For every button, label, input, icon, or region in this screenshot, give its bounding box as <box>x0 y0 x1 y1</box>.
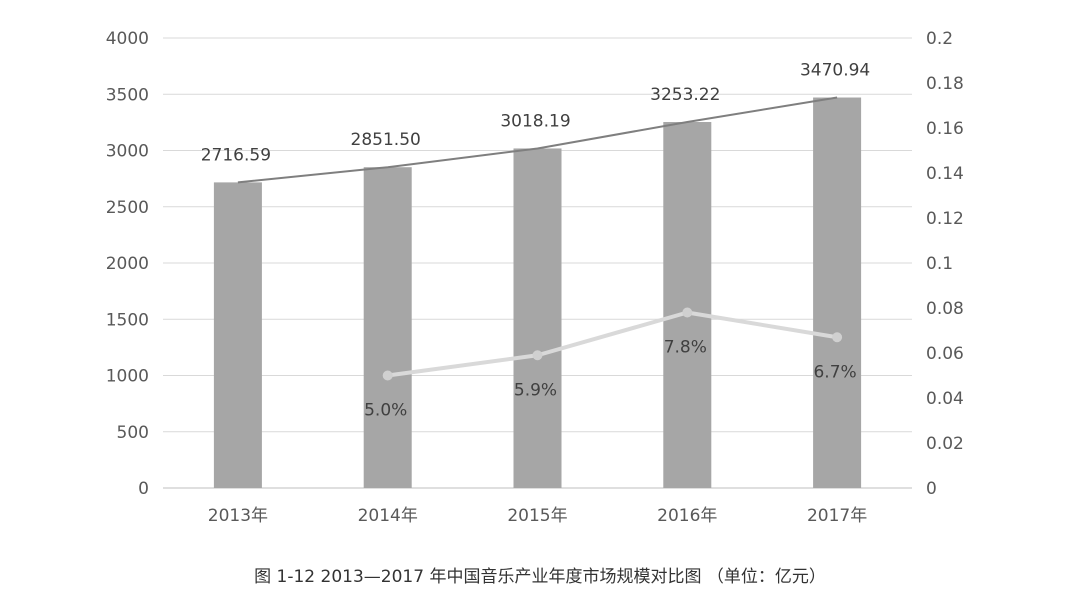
right-tick-label: 0 <box>926 479 937 499</box>
growth-point <box>532 350 543 361</box>
trend-line <box>237 96 838 184</box>
trend-line-series <box>237 96 838 184</box>
right-tick-label: 0.04 <box>926 389 964 409</box>
bar-series <box>213 97 862 489</box>
right-tick-label: 0.12 <box>926 209 964 229</box>
figure-caption: 图 1-12 2013—2017 年中国音乐产业年度市场规模对比图 （单位：亿元… <box>254 567 826 587</box>
growth-point <box>682 307 693 318</box>
bar <box>813 97 862 488</box>
x-tick-label: 2013年 <box>208 506 268 526</box>
bar <box>663 122 712 488</box>
x-tick-label: 2015年 <box>507 506 567 526</box>
left-tick-label: 3500 <box>106 85 149 105</box>
growth-rate-label: 5.9% <box>514 380 557 400</box>
bar <box>513 148 562 489</box>
bar-value-label: 3470.94 <box>800 61 870 81</box>
left-axis: 0 500 1000 1500 2000 2500 3000 3500 4000 <box>106 29 149 499</box>
left-tick-label: 2000 <box>106 254 149 274</box>
right-tick-label: 0.02 <box>926 434 964 454</box>
growth-point <box>832 332 843 343</box>
bar-value-label: 2716.59 <box>201 145 271 165</box>
right-tick-label: 0.18 <box>926 74 964 94</box>
left-tick-label: 500 <box>117 423 149 443</box>
x-axis: 2013年 2014年 2015年 2016年 2017年 <box>208 506 867 526</box>
right-tick-label: 0.2 <box>926 29 953 49</box>
right-axis: 0 0.02 0.04 0.06 0.08 0.1 0.12 0.14 0.16 0.18 0.2 <box>926 29 964 499</box>
growth-rate-label: 6.7% <box>813 362 856 382</box>
left-tick-label: 4000 <box>106 29 149 49</box>
right-tick-label: 0.16 <box>926 119 964 139</box>
right-tick-label: 0.1 <box>926 254 953 274</box>
data-labels: 2716.59 2851.50 3018.19 3253.22 3470.94 5.0% 5… <box>201 61 871 421</box>
left-tick-label: 2500 <box>106 198 149 218</box>
bar <box>213 182 262 489</box>
left-tick-label: 0 <box>138 479 149 499</box>
bar <box>363 167 412 489</box>
growth-rate-series <box>382 307 843 381</box>
growth-rate-label: 5.0% <box>364 401 407 421</box>
x-tick-label: 2016年 <box>657 506 717 526</box>
bar-value-label: 3018.19 <box>500 111 570 131</box>
left-tick-label: 3000 <box>106 142 149 162</box>
bar-value-label: 3253.22 <box>650 85 720 105</box>
bar-value-label: 2851.50 <box>351 130 421 150</box>
growth-rate-label: 7.8% <box>664 338 707 358</box>
right-tick-label: 0.14 <box>926 164 964 184</box>
right-tick-label: 0.06 <box>926 344 964 364</box>
growth-point <box>382 370 393 381</box>
left-tick-label: 1500 <box>106 310 149 330</box>
growth-line <box>387 310 838 378</box>
x-tick-label: 2017年 <box>807 506 867 526</box>
right-tick-label: 0.08 <box>926 299 964 319</box>
x-tick-label: 2014年 <box>358 506 418 526</box>
left-tick-label: 1000 <box>106 367 149 387</box>
